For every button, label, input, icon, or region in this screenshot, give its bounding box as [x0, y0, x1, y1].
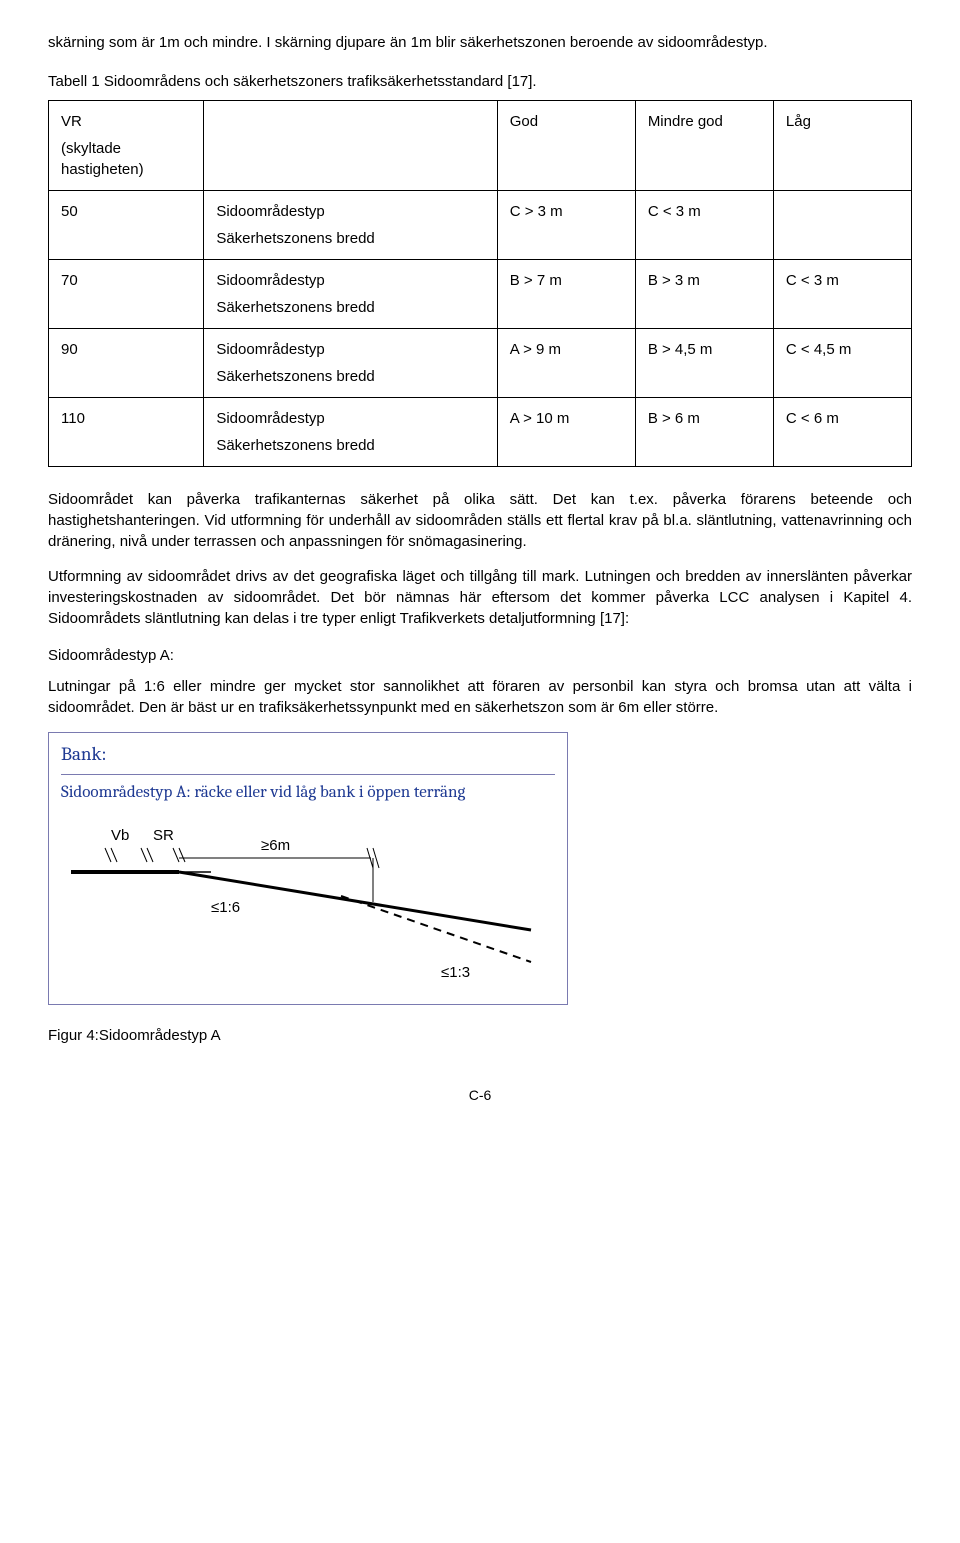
intro-paragraph: skärning som är 1m och mindre. I skärnin…	[48, 32, 912, 53]
table-row: 50 Sidoområdestyp Säkerhetszonens bredd …	[49, 191, 912, 260]
cell-c3: B > 6 m	[635, 398, 773, 467]
diagram-tick	[173, 848, 179, 862]
diagram-slope-13	[341, 896, 531, 962]
cell-type: Sidoområdestyp Säkerhetszonens bredd	[204, 191, 497, 260]
diagram-label-vb: Vb	[111, 827, 129, 844]
cell-c3: B > 4,5 m	[635, 329, 773, 398]
body-paragraph-2: Utformning av sidoområdet drivs av det g…	[48, 566, 912, 629]
cell-speed: 70	[49, 260, 204, 329]
cell-c3: B > 3 m	[635, 260, 773, 329]
cell-type-line2: Säkerhetszonens bredd	[216, 228, 484, 249]
cell-type-line2: Säkerhetszonens bredd	[216, 435, 484, 456]
cell-c3: C < 3 m	[635, 191, 773, 260]
cell-type-line1: Sidoområdestyp	[216, 341, 324, 358]
cell-c4: C < 4,5 m	[773, 329, 911, 398]
diagram-tick	[111, 848, 117, 862]
cell-speed: 90	[49, 329, 204, 398]
cell-speed: 50	[49, 191, 204, 260]
safety-standard-table: VR (skyltade hastigheten) God Mindre god…	[48, 100, 912, 467]
figure-sub-label: Sidoområdestyp A: räcke eller vid låg ba…	[61, 781, 555, 805]
cell-type: Sidoområdestyp Säkerhetszonens bredd	[204, 329, 497, 398]
table-row: 90 Sidoområdestyp Säkerhetszonens bredd …	[49, 329, 912, 398]
table-row: 70 Sidoområdestyp Säkerhetszonens bredd …	[49, 260, 912, 329]
cross-section-diagram: Vb SR ≥6m ≤1:6 ≤1:3	[61, 822, 551, 992]
header-god: God	[497, 101, 635, 191]
header-vr: VR (skyltade hastigheten)	[49, 101, 204, 191]
page-number: C-6	[48, 1086, 912, 1106]
cell-type-line1: Sidoområdestyp	[216, 272, 324, 289]
cell-c4: C < 3 m	[773, 260, 911, 329]
cell-c2: C > 3 m	[497, 191, 635, 260]
diagram-label-ge6m: ≥6m	[261, 837, 290, 854]
header-vr-line1: VR	[61, 113, 82, 130]
diagram-label-le16: ≤1:6	[211, 899, 240, 916]
cell-type-line2: Säkerhetszonens bredd	[216, 297, 484, 318]
header-empty	[204, 101, 497, 191]
cell-c2: B > 7 m	[497, 260, 635, 329]
figure-bank-label: Bank:	[61, 741, 555, 775]
table-row: 110 Sidoområdestyp Säkerhetszonens bredd…	[49, 398, 912, 467]
cell-speed: 110	[49, 398, 204, 467]
cell-c2: A > 9 m	[497, 329, 635, 398]
body-paragraph-3: Lutningar på 1:6 eller mindre ger mycket…	[48, 676, 912, 718]
diagram-label-sr: SR	[153, 827, 174, 844]
diagram-tick	[179, 848, 185, 862]
cell-c4: C < 6 m	[773, 398, 911, 467]
header-vr-line2: (skyltade hastigheten)	[61, 138, 191, 180]
cell-type: Sidoområdestyp Säkerhetszonens bredd	[204, 260, 497, 329]
figure-box: Bank: Sidoområdestyp A: räcke eller vid …	[48, 732, 568, 1005]
cell-type-line2: Säkerhetszonens bredd	[216, 366, 484, 387]
diagram-tick	[373, 848, 379, 868]
body-paragraph-1: Sidoområdet kan påverka trafikanternas s…	[48, 489, 912, 552]
cell-c2: A > 10 m	[497, 398, 635, 467]
section-label-a: Sidoområdestyp A:	[48, 645, 912, 666]
diagram-tick	[147, 848, 153, 862]
table-header-row: VR (skyltade hastigheten) God Mindre god…	[49, 101, 912, 191]
diagram-tick	[105, 848, 111, 862]
header-lag: Låg	[773, 101, 911, 191]
cell-type-line1: Sidoområdestyp	[216, 203, 324, 220]
cell-type: Sidoområdestyp Säkerhetszonens bredd	[204, 398, 497, 467]
header-mindre-god: Mindre god	[635, 101, 773, 191]
figure-caption: Figur 4:Sidoområdestyp A	[48, 1025, 912, 1046]
diagram-label-le13: ≤1:3	[441, 964, 470, 981]
table-caption: Tabell 1 Sidoområdens och säkerhetszoner…	[48, 71, 912, 92]
cell-type-line1: Sidoområdestyp	[216, 410, 324, 427]
cell-c4	[773, 191, 911, 260]
diagram-tick	[141, 848, 147, 862]
